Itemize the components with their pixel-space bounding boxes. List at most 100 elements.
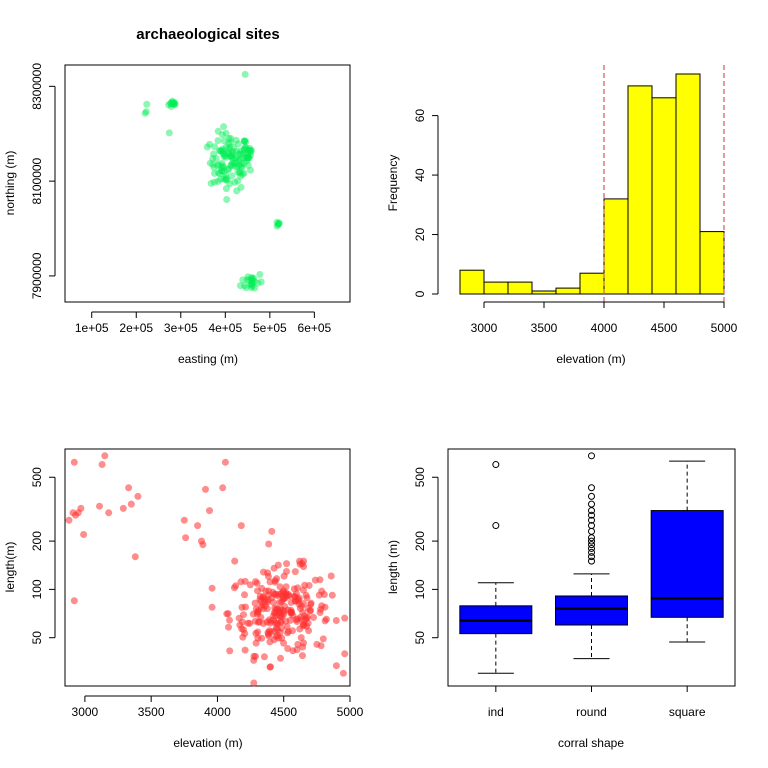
map-point <box>273 218 281 226</box>
map-point <box>227 152 235 160</box>
map-point <box>234 140 242 148</box>
map-point <box>169 98 176 106</box>
length-point <box>321 603 329 611</box>
length-point <box>313 640 321 648</box>
map-point <box>248 277 256 285</box>
y-tick-label: 8300000 <box>30 63 44 110</box>
box-outlier <box>588 553 595 561</box>
length-point <box>70 597 78 605</box>
length-point <box>226 616 233 624</box>
length-point <box>264 569 272 577</box>
map-point <box>167 99 175 107</box>
map-point <box>256 271 264 278</box>
length-point <box>254 587 261 595</box>
length-point <box>311 576 319 584</box>
map-point <box>225 145 233 153</box>
map-point <box>221 152 229 160</box>
map-point <box>274 221 282 228</box>
map-point <box>247 281 255 289</box>
map-point <box>251 284 259 292</box>
y-axis-label-frequency: Frequency <box>386 155 400 212</box>
length-point <box>127 500 135 508</box>
map-point <box>245 146 253 154</box>
box-outlier <box>588 511 595 519</box>
x-tick-label: 4000 <box>204 705 231 719</box>
map-point <box>217 147 225 155</box>
map-point <box>228 154 236 162</box>
map-point <box>227 138 235 146</box>
length-point <box>96 502 103 510</box>
length-point <box>125 484 133 492</box>
map-point <box>218 164 226 172</box>
y-axis-length-2: 50 100 200 500 <box>413 467 439 644</box>
length-point <box>276 583 284 591</box>
length-point <box>231 557 239 565</box>
y-tick-label: 50 <box>30 631 44 645</box>
map-point <box>211 143 219 151</box>
map-point <box>228 150 236 158</box>
map-point <box>218 167 226 175</box>
y-tick-label: 200 <box>30 531 44 551</box>
x-axis-elevation: 3000 3500 4000 4500 5000 <box>471 301 738 335</box>
length-point <box>77 504 85 512</box>
map-point <box>243 154 251 162</box>
map-point <box>228 153 236 161</box>
histogram-bar <box>699 231 725 295</box>
map-point <box>141 109 149 117</box>
map-point <box>220 123 228 131</box>
x-tick-label: 6e+05 <box>298 321 332 335</box>
box-outlier <box>588 548 595 556</box>
map-point <box>222 185 230 193</box>
map-point <box>227 135 235 142</box>
map-point <box>242 149 250 157</box>
map-point <box>243 157 251 165</box>
histogram-bar <box>555 287 581 295</box>
histogram-bar <box>675 73 701 295</box>
length-point <box>267 617 275 625</box>
map-point <box>243 276 251 284</box>
map-point <box>257 278 265 286</box>
length-point <box>300 563 308 571</box>
length-point <box>339 669 347 677</box>
length-point <box>246 619 254 627</box>
map-point <box>209 155 217 162</box>
map-point <box>247 280 255 288</box>
map-points <box>141 70 283 292</box>
map-point <box>220 175 228 183</box>
map-point <box>227 161 235 169</box>
length-point <box>275 599 283 607</box>
length-point <box>305 582 313 589</box>
histogram-bar <box>651 97 677 295</box>
length-point <box>250 679 258 687</box>
y-axis-frequency: 0 20 40 60 <box>413 109 439 297</box>
length-point <box>246 581 254 589</box>
length-point <box>237 522 245 530</box>
map-point <box>244 154 252 162</box>
map-point <box>232 159 240 167</box>
length-point <box>257 603 265 611</box>
histogram-bars <box>459 73 725 295</box>
map-point <box>235 150 243 158</box>
length-point <box>131 553 139 561</box>
map-point <box>241 70 249 78</box>
x-tick-label: ind <box>488 705 504 719</box>
map-point <box>236 282 244 290</box>
length-point <box>180 516 188 524</box>
length-point <box>332 617 340 624</box>
map-point <box>248 275 256 283</box>
length-point <box>252 629 260 637</box>
length-point <box>272 612 280 620</box>
length-point <box>225 623 232 631</box>
y-axis-label-length-2: length (m) <box>386 540 400 594</box>
box-outlier <box>588 492 595 500</box>
map-point <box>247 148 255 156</box>
length-point <box>221 458 229 466</box>
map-point <box>239 170 246 178</box>
length-point <box>266 663 274 671</box>
length-point <box>298 616 306 624</box>
map-point <box>228 148 236 155</box>
map-point <box>242 138 250 146</box>
y-tick-label: 8100000 <box>30 157 44 204</box>
map-point <box>168 97 176 105</box>
map-point <box>216 170 224 178</box>
